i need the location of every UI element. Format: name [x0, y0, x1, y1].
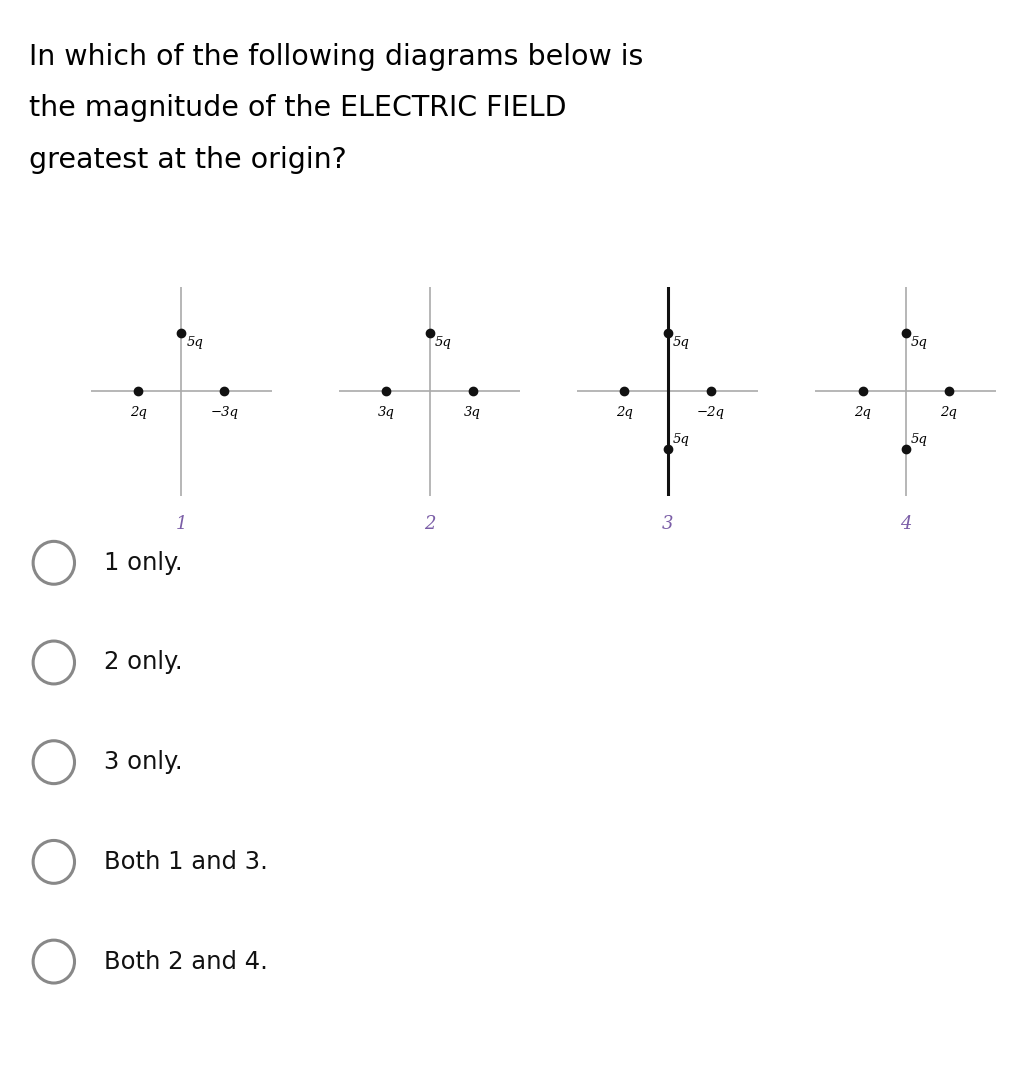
Text: 5q: 5q	[435, 337, 451, 349]
Text: 3q: 3q	[378, 406, 394, 419]
Text: 3: 3	[661, 516, 674, 533]
Text: Both 1 and 3.: Both 1 and 3.	[104, 850, 267, 874]
Text: −2q: −2q	[697, 406, 724, 419]
Text: 1 only.: 1 only.	[104, 551, 182, 575]
Text: 5q: 5q	[911, 433, 927, 446]
Text: 1: 1	[175, 516, 187, 533]
Text: 3 only.: 3 only.	[104, 750, 182, 774]
Text: 5q: 5q	[673, 337, 689, 349]
Text: 2q: 2q	[854, 406, 870, 419]
Text: 2 only.: 2 only.	[104, 651, 182, 674]
Text: 2q: 2q	[616, 406, 632, 419]
Text: 3q: 3q	[465, 406, 481, 419]
Text: 4: 4	[899, 516, 912, 533]
Text: Both 2 and 4.: Both 2 and 4.	[104, 950, 267, 973]
Text: greatest at the origin?: greatest at the origin?	[29, 146, 347, 174]
Text: 5q: 5q	[911, 337, 927, 349]
Text: 2q: 2q	[129, 406, 146, 419]
Text: the magnitude of the ELECTRIC FIELD: the magnitude of the ELECTRIC FIELD	[29, 94, 566, 122]
Text: −3q: −3q	[210, 406, 238, 419]
Text: In which of the following diagrams below is: In which of the following diagrams below…	[29, 43, 644, 71]
Text: 5q: 5q	[673, 433, 689, 446]
Text: 2: 2	[423, 516, 436, 533]
Text: 5q: 5q	[186, 337, 203, 349]
Text: 2q: 2q	[941, 406, 957, 419]
